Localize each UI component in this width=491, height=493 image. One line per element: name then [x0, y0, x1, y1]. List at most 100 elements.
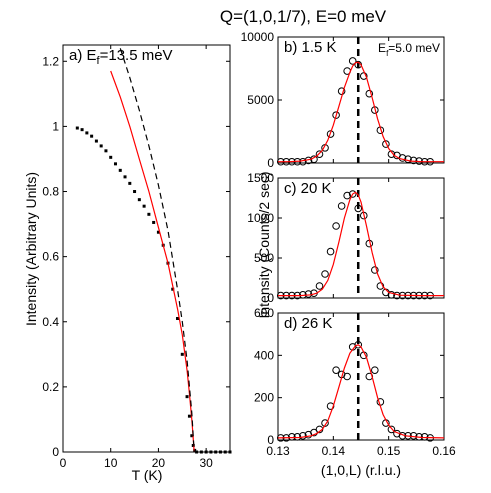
panel-2: 0 5000 10000 b) 1.5 K Ef=5.0 meV — [241, 30, 445, 170]
data-point — [354, 340, 363, 349]
y-tick-label: 1500 — [247, 171, 274, 185]
data-point — [288, 433, 296, 441]
data-point — [228, 450, 232, 454]
figure-title: Q=(1,0,1/7), E=0 meV — [220, 7, 387, 26]
data-point — [420, 433, 429, 441]
x-axis-label: (1,0,L) (r.l.u.) — [321, 462, 401, 478]
panel-1: 0 0.2 0.4 0.6 0.8 1 1.2 0 10 20 30 a) Ef=13.5 meV T … — [23, 44, 232, 483]
y-axis-label: Intensity (Counts/2 sec) — [256, 171, 272, 318]
y-tick-label: 1000 — [247, 211, 274, 225]
data-point — [354, 204, 363, 213]
data-point — [187, 414, 191, 418]
data-point — [299, 431, 307, 440]
panel-4: 0 200 400 600 0.13 0.14 0.15 0.16 d) 26 K (1,0,L)… — [254, 306, 456, 478]
data-point — [371, 366, 379, 374]
y-axis-label: Intensity (Arbitrary Units) — [23, 172, 39, 326]
data-point — [104, 149, 108, 153]
x-tick-label: 0.16 — [432, 444, 456, 458]
data-point — [337, 87, 346, 95]
y-tick-label: 400 — [254, 348, 274, 362]
x-tick-label: 20 — [152, 456, 166, 470]
panel-label: a) Ef=13.5 meV — [69, 47, 173, 67]
data-point — [343, 191, 351, 200]
x-tick-label: 0 — [60, 456, 67, 470]
x-tick-label: 30 — [199, 456, 213, 470]
data-point — [75, 126, 79, 130]
x-tick-label: 0.13 — [266, 444, 290, 458]
plot-frame — [277, 36, 445, 164]
data-point — [359, 72, 368, 80]
dashed-curve — [119, 48, 195, 453]
panel-label: b) 1.5 K — [284, 39, 337, 56]
data-point — [123, 175, 127, 179]
data-point — [315, 150, 324, 158]
data-point — [85, 131, 89, 135]
data-point — [195, 450, 199, 454]
y-tick-label: 0 — [52, 445, 59, 459]
panels: 0 0.2 0.4 0.6 0.8 1 1.2 0 10 20 30 a) Ef=13.5 meV T … — [23, 30, 456, 483]
fit-curve — [278, 191, 444, 297]
y-tick-label: 0 — [267, 291, 274, 305]
data-point — [382, 140, 390, 148]
data-point — [332, 111, 340, 119]
y-tick-label: 1 — [52, 119, 59, 133]
data-point — [137, 198, 141, 202]
data-point — [315, 282, 324, 290]
data-point — [371, 266, 379, 274]
annotation: Ef=5.0 meV — [378, 41, 440, 58]
data-point — [348, 190, 357, 198]
data-point — [321, 419, 329, 427]
data-point — [118, 168, 122, 172]
data-point — [365, 89, 374, 98]
data-point — [218, 450, 222, 454]
fit-curve — [278, 61, 444, 163]
x-tick-label: 0.15 — [377, 444, 401, 458]
data-point — [152, 220, 156, 224]
y-tick-label: 0.6 — [42, 250, 59, 264]
panel-label: c) 20 K — [284, 180, 332, 197]
x-axis-label: T (K) — [132, 467, 163, 483]
data-point — [80, 128, 84, 132]
data-point — [147, 212, 151, 216]
x-tick-label: 10 — [104, 456, 118, 470]
data-point — [299, 157, 307, 166]
data-point — [204, 450, 208, 454]
data-point — [133, 190, 137, 194]
panel-label: d) 26 K — [284, 315, 332, 332]
data-point — [332, 222, 340, 230]
y-tick-label: 0.4 — [42, 315, 59, 329]
data-point — [376, 282, 385, 290]
data-point — [156, 230, 160, 234]
data-point — [94, 139, 98, 143]
data-point — [337, 202, 346, 210]
data-point — [214, 450, 218, 454]
y-tick-label: 0.8 — [42, 185, 59, 199]
y-tick-label: 0 — [267, 433, 274, 447]
y-tick-label: 0 — [267, 156, 274, 170]
data-point — [99, 144, 103, 148]
plot-frame — [62, 44, 231, 453]
data-point — [387, 150, 396, 158]
data-point — [190, 434, 194, 438]
y-tick-label: 600 — [254, 306, 274, 320]
y-tick-label: 5000 — [247, 93, 274, 107]
data-point — [304, 290, 313, 298]
plot-frame — [277, 177, 445, 299]
data-point — [90, 134, 94, 138]
data-point — [199, 450, 203, 454]
data-point — [343, 372, 351, 381]
fit-curve — [277, 344, 445, 439]
panel-3: 0 500 1000 1500 c) 20 K Intensity (Counts/2 s… — [247, 171, 445, 319]
y-tick-label: 1.2 — [42, 54, 59, 68]
y-tick-label: 500 — [254, 251, 274, 265]
data-point — [113, 162, 117, 166]
data-point — [109, 155, 113, 159]
data-point — [128, 181, 132, 185]
y-tick-label: 0.2 — [42, 380, 59, 394]
fit-curve — [110, 70, 195, 453]
data-point — [387, 291, 396, 299]
data-point — [321, 270, 329, 278]
data-point — [326, 130, 335, 138]
data-point — [185, 395, 189, 399]
